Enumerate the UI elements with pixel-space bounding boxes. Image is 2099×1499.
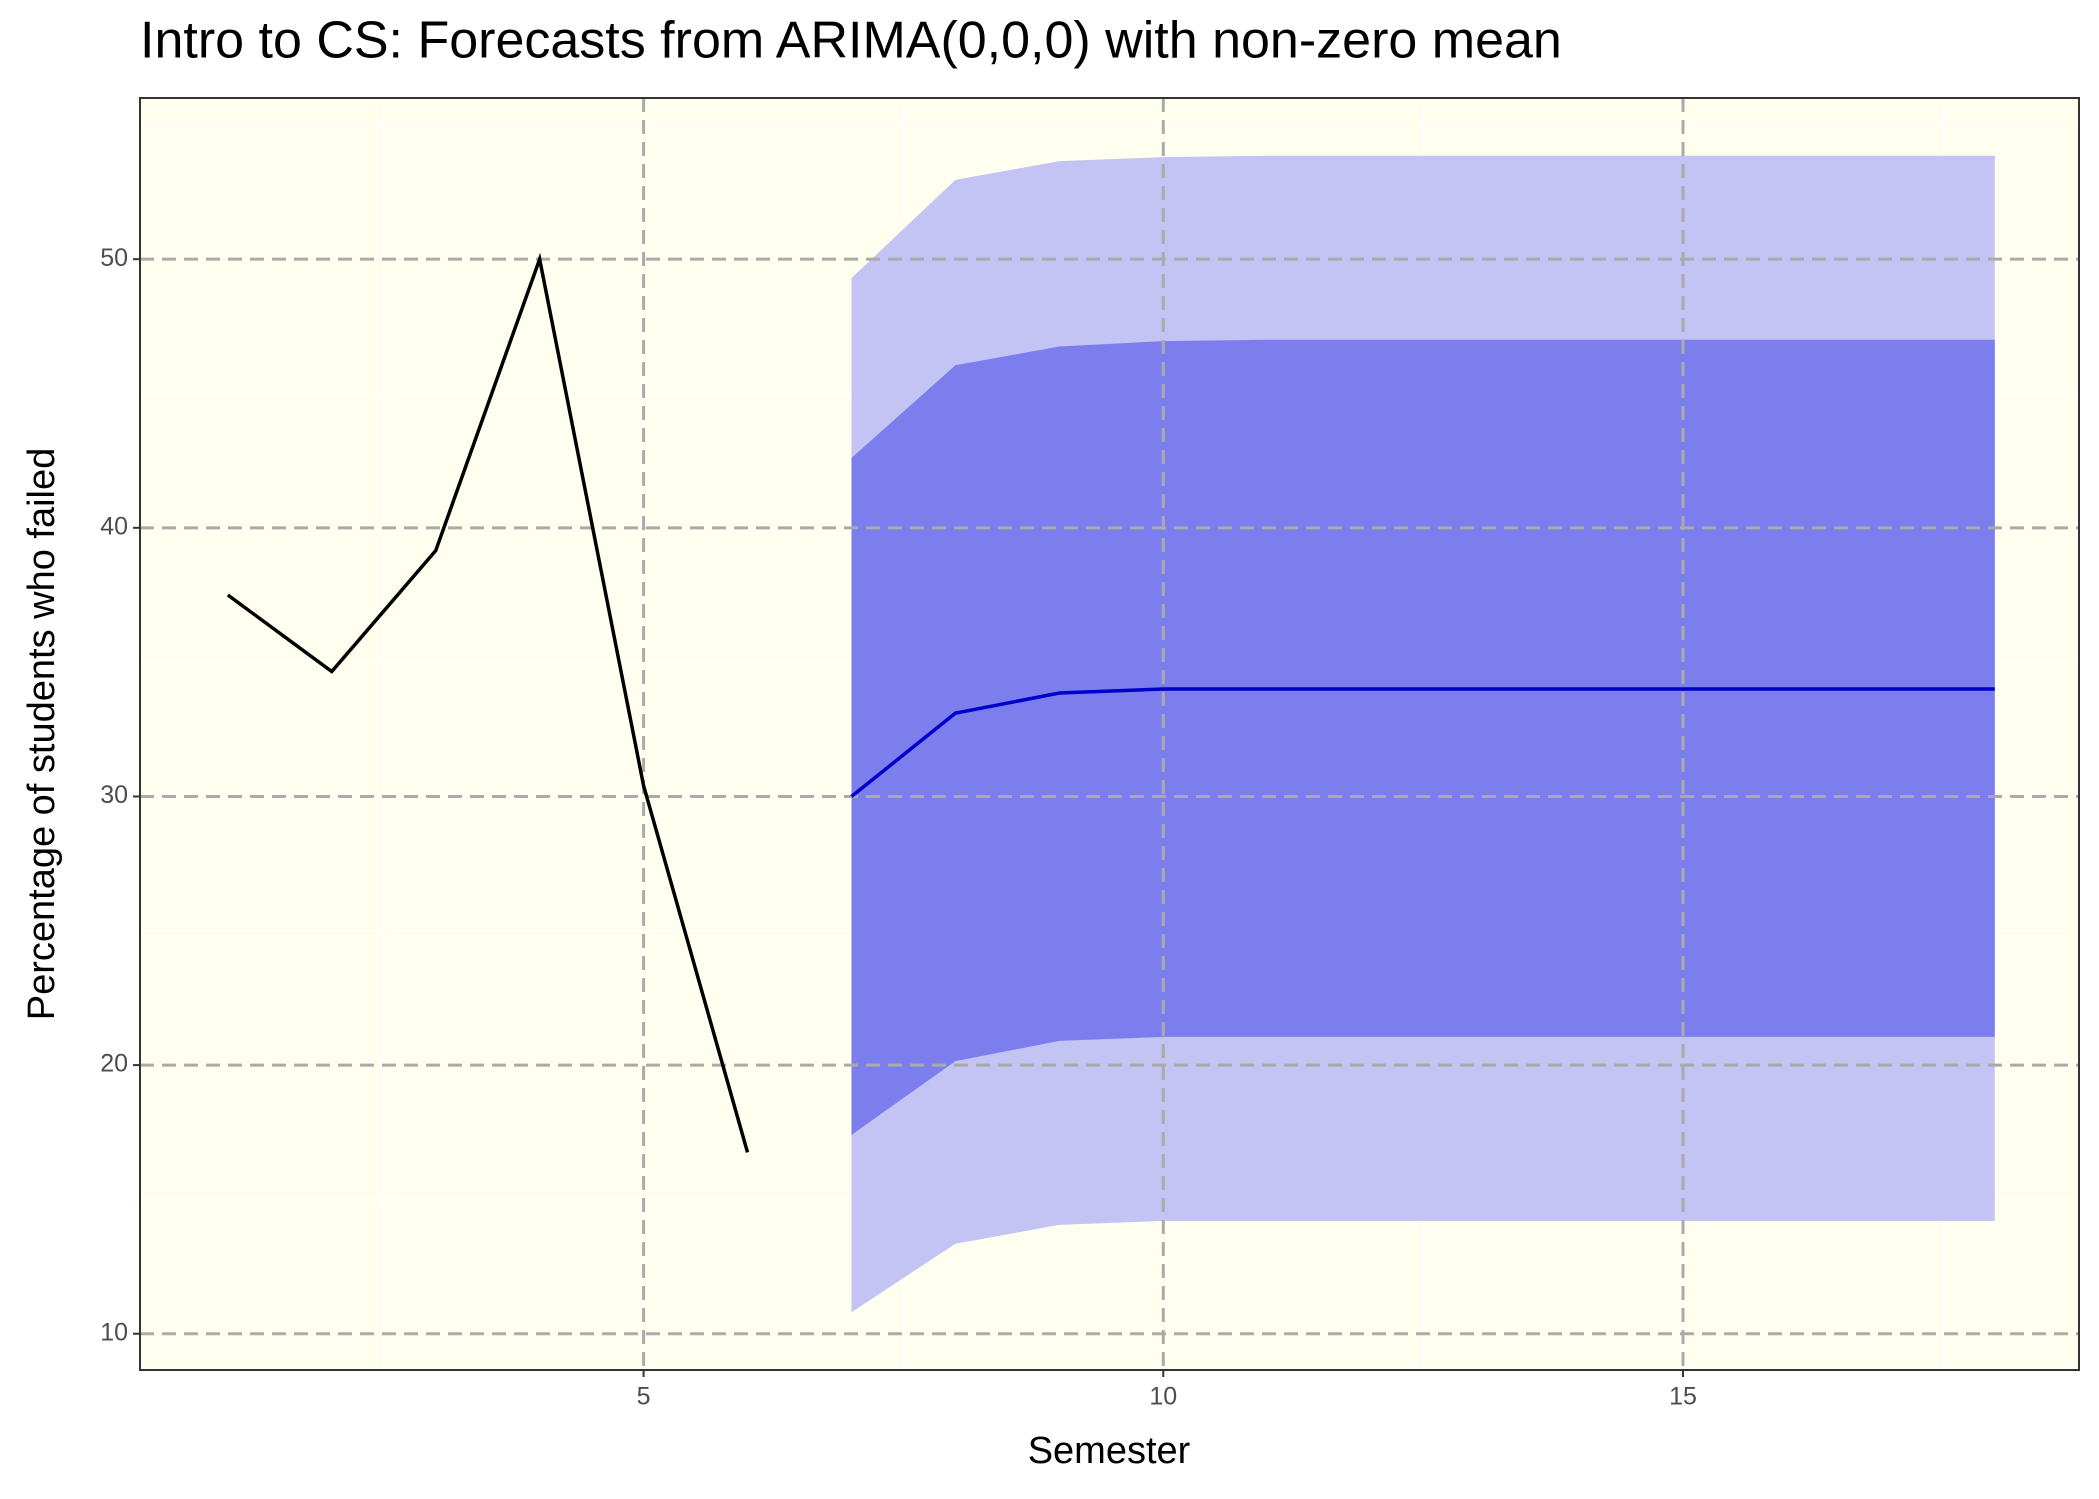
x-tick-label: 5 [637, 1383, 651, 1411]
y-tick-label: 30 [100, 781, 128, 809]
history-line [226, 252, 750, 1153]
x-tick-label: 15 [1669, 1383, 1697, 1411]
y-tick-label: 10 [100, 1318, 128, 1346]
plot-border [139, 97, 2080, 1371]
y-tick-label: 20 [100, 1050, 128, 1078]
x-tick-label: 10 [1149, 1383, 1177, 1411]
forecast-line [850, 687, 1995, 798]
x-axis-label: Semester [1028, 1430, 1191, 1472]
y-tick-label: 40 [100, 512, 128, 540]
y-tick-label: 50 [100, 244, 128, 272]
band-80 [851, 339, 1995, 1135]
chart-title: Intro to CS: Forecasts from ARIMA(0,0,0)… [140, 12, 1562, 70]
y-axis-label: Percentage of students who failed [21, 448, 63, 1021]
